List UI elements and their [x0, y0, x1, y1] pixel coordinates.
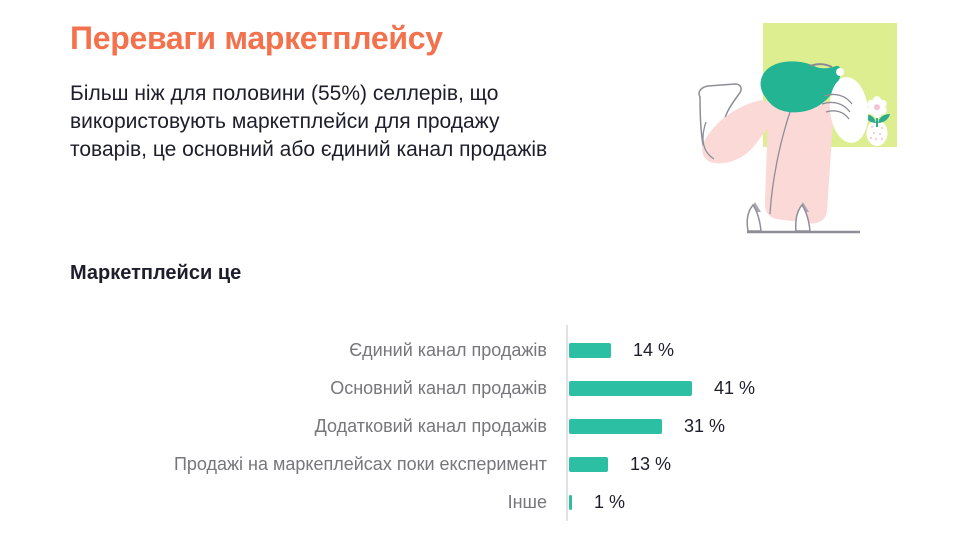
bar	[569, 342, 611, 358]
bar-value: 1 %	[594, 491, 626, 512]
category-label: Продажі на маркеплейсах поки експеримент	[173, 453, 547, 474]
category-label: Інше	[507, 491, 547, 512]
intro-line-3: товарів, це основний або єдиний канал пр…	[70, 138, 548, 161]
intro-line-2: використовують маркетплейси для продажу	[70, 110, 500, 133]
pink-clothes	[702, 100, 834, 224]
category-label: Додатковий канал продажів	[314, 415, 547, 436]
intro-line-1: Більш ніж для половини (55%) селлерів, щ…	[70, 82, 499, 105]
category-label: Єдиний канал продажів	[349, 339, 547, 360]
chart-axis-line	[566, 325, 568, 521]
page-title: Переваги маркетплейсу	[70, 20, 443, 56]
chart-row: Продажі на маркеплейсах поки експеримент…	[70, 445, 930, 483]
hand-lines	[821, 93, 853, 120]
flower-in-vase-icon	[864, 96, 890, 146]
chart-title: Маркетплейси це	[70, 262, 242, 284]
chart-row: Основний канал продажів 41 %	[70, 369, 930, 407]
bar-value: 41 %	[714, 377, 756, 398]
bar	[569, 494, 572, 510]
bar-value: 14 %	[633, 339, 675, 360]
chart-row: Додатковий канал продажів 31 %	[70, 407, 930, 445]
clothes-outline-details	[702, 111, 791, 215]
bar	[569, 456, 608, 472]
chart-row: Інше 1 %	[70, 483, 930, 521]
bar-value: 13 %	[630, 453, 672, 474]
chart-row: Єдиний канал продажів 14 %	[70, 331, 930, 369]
bar-chart: Єдиний канал продажів 14 % Основний кана…	[70, 325, 930, 521]
bar	[569, 418, 662, 434]
intro-text: Більш ніж для половини (55%) селлерів, щ…	[70, 80, 547, 164]
category-label: Основний канал продажів	[330, 377, 547, 398]
bar-value: 31 %	[684, 415, 726, 436]
feet	[746, 202, 811, 232]
person-bent-over-illustration	[698, 23, 897, 234]
bar	[569, 380, 692, 396]
